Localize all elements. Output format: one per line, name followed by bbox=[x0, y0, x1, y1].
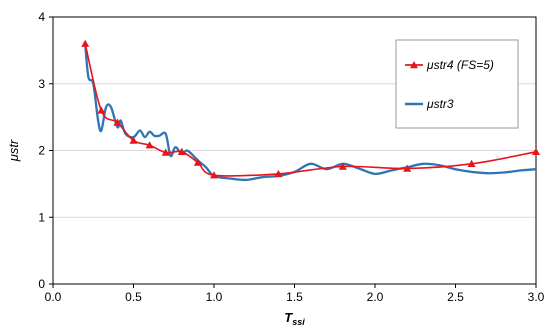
legend-label-mustr3: μstr3 bbox=[426, 97, 454, 111]
x-tick-label: 1.0 bbox=[206, 290, 223, 304]
y-tick-label: 1 bbox=[38, 210, 45, 224]
data-point-mustr4 bbox=[467, 159, 476, 167]
series-layer bbox=[81, 39, 540, 182]
y-axis-title: μstr bbox=[6, 139, 21, 162]
data-point-mustr4 bbox=[129, 136, 138, 144]
x-axis-title: Tssi bbox=[284, 310, 305, 326]
x-tick-label: 3.0 bbox=[528, 290, 545, 304]
data-point-mustr4 bbox=[193, 158, 202, 166]
y-tick-label: 0 bbox=[38, 277, 45, 291]
x-tick-label: 2.5 bbox=[447, 290, 464, 304]
x-tick-label: 0.5 bbox=[125, 290, 142, 304]
data-point-mustr4 bbox=[210, 171, 218, 179]
x-axis-title-main: T bbox=[284, 310, 293, 325]
data-point-mustr4 bbox=[145, 141, 154, 149]
data-point-mustr4 bbox=[532, 147, 540, 155]
y-tick-label: 4 bbox=[38, 10, 45, 24]
x-tick-label: 2.0 bbox=[367, 290, 384, 304]
data-point-mustr4 bbox=[113, 118, 122, 126]
legend-label-mustr4: μstr4 (FS=5) bbox=[426, 58, 494, 72]
x-axis-title-subscript: ssi bbox=[292, 317, 305, 326]
data-point-mustr4 bbox=[97, 106, 106, 114]
y-tick-label: 3 bbox=[38, 77, 45, 91]
data-point-mustr4 bbox=[403, 164, 412, 172]
data-point-mustr4 bbox=[81, 39, 90, 47]
legend-marker-mustr4 bbox=[410, 61, 418, 69]
data-point-mustr4 bbox=[161, 148, 170, 156]
legend-box bbox=[395, 39, 519, 129]
axis-ticks: 0 1 2 3 4 0.0 0.5 1.0 1.5 2.0 2.5 3.0 bbox=[38, 10, 544, 304]
x-tick-label: 0.0 bbox=[45, 290, 62, 304]
data-point-mustr4 bbox=[338, 162, 347, 170]
data-point-mustr4 bbox=[177, 147, 186, 155]
legend: μstr4 (FS=5) μstr3 bbox=[395, 39, 519, 129]
x-tick-label: 1.5 bbox=[286, 290, 303, 304]
y-tick-label: 2 bbox=[38, 144, 45, 158]
data-point-mustr4 bbox=[274, 169, 283, 178]
